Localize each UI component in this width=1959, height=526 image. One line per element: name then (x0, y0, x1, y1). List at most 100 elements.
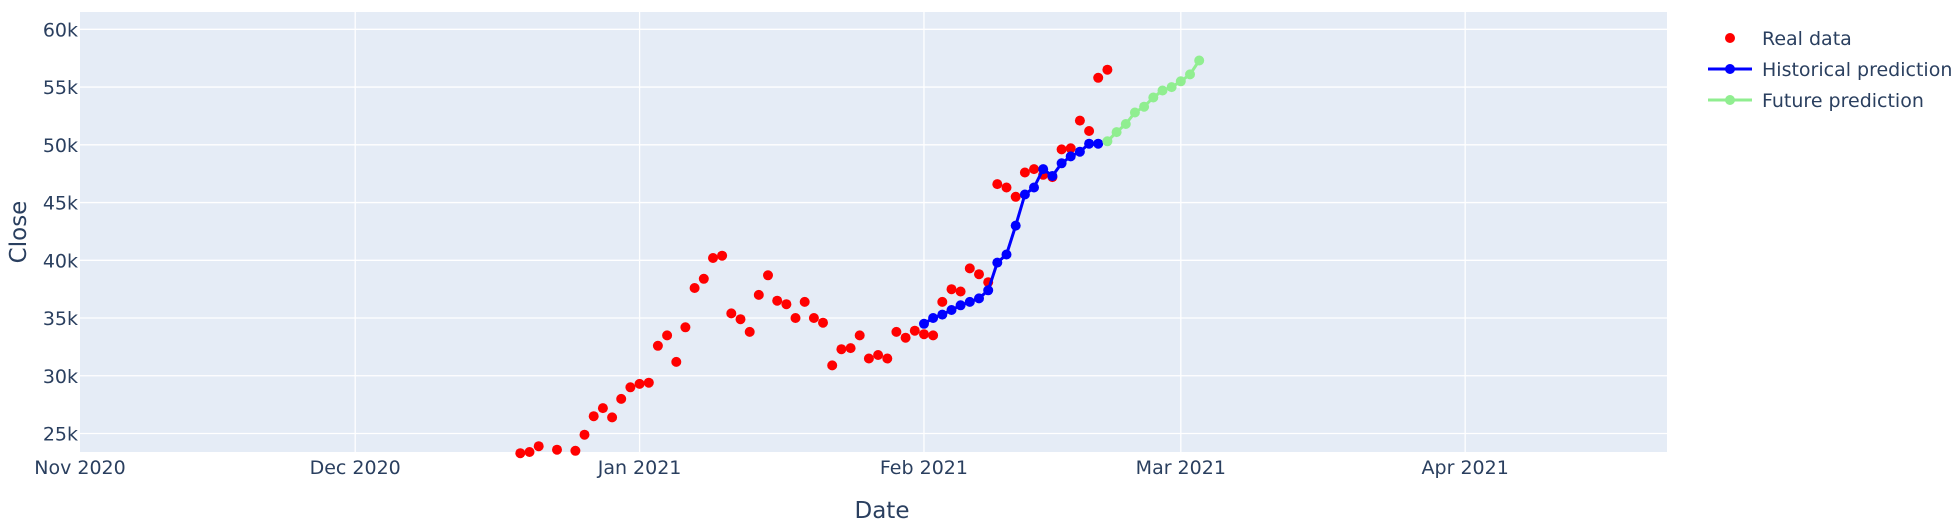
x-tick-label: Apr 2021 (1422, 457, 1509, 479)
data-point[interactable] (992, 179, 1003, 190)
data-point[interactable] (1029, 164, 1039, 175)
data-point[interactable] (1175, 76, 1186, 87)
data-point[interactable] (1056, 158, 1067, 169)
data-point[interactable] (763, 270, 773, 281)
data-point[interactable] (671, 356, 682, 367)
data-point[interactable] (643, 377, 654, 388)
data-point[interactable] (1120, 119, 1131, 129)
data-point[interactable] (652, 340, 663, 351)
legend-item[interactable]: Real data (1725, 28, 1852, 50)
data-point[interactable] (909, 325, 920, 336)
data-point[interactable] (1194, 55, 1205, 66)
data-point[interactable] (1010, 220, 1021, 231)
data-point[interactable] (689, 283, 700, 293)
data-point[interactable] (919, 318, 929, 329)
data-point[interactable] (1019, 167, 1030, 178)
data-point[interactable] (808, 313, 819, 323)
data-point[interactable] (717, 250, 728, 261)
data-point[interactable] (1029, 182, 1039, 193)
data-point[interactable] (1093, 72, 1104, 83)
data-point[interactable] (836, 344, 847, 355)
data-point[interactable] (1065, 151, 1076, 162)
data-point[interactable] (625, 382, 636, 393)
data-point[interactable] (1084, 126, 1095, 136)
data-point[interactable] (818, 317, 828, 328)
data-point[interactable] (1102, 64, 1113, 75)
data-point[interactable] (974, 293, 984, 304)
data-point[interactable] (1010, 191, 1021, 202)
y-tick-label: 55k (43, 77, 78, 99)
data-point[interactable] (1065, 143, 1076, 154)
data-point[interactable] (964, 263, 975, 274)
data-point[interactable] (1166, 82, 1177, 93)
legend-item[interactable]: Future prediction (1708, 90, 1924, 112)
data-point[interactable] (799, 296, 810, 307)
data-point[interactable] (552, 444, 562, 455)
data-point[interactable] (946, 305, 957, 315)
legend-item[interactable]: Historical prediction (1708, 59, 1952, 81)
data-point[interactable] (937, 309, 948, 320)
data-point[interactable] (753, 289, 764, 300)
data-point[interactable] (1157, 85, 1168, 96)
data-point[interactable] (781, 299, 792, 310)
data-point[interactable] (634, 378, 645, 389)
data-point[interactable] (680, 322, 691, 333)
x-tick-label: Feb 2021 (880, 457, 968, 479)
data-point[interactable] (845, 343, 856, 354)
data-point[interactable] (882, 353, 893, 364)
data-point[interactable] (1001, 182, 1012, 193)
data-point[interactable] (937, 296, 948, 307)
data-point[interactable] (955, 300, 966, 311)
data-point[interactable] (1074, 146, 1085, 157)
data-point[interactable] (588, 411, 599, 422)
data-point[interactable] (744, 326, 755, 337)
data-point[interactable] (1093, 138, 1104, 149)
data-point[interactable] (1019, 189, 1030, 200)
data-point[interactable] (928, 313, 939, 323)
data-point[interactable] (1047, 171, 1058, 181)
data-point[interactable] (964, 296, 975, 307)
data-point[interactable] (1129, 107, 1140, 118)
data-point[interactable] (1148, 92, 1159, 103)
data-point[interactable] (533, 441, 544, 452)
data-point[interactable] (1139, 101, 1150, 112)
data-point[interactable] (570, 445, 581, 456)
data-point[interactable] (597, 403, 608, 414)
data-point[interactable] (735, 314, 746, 325)
data-point[interactable] (974, 269, 984, 280)
data-point[interactable] (698, 273, 709, 284)
data-point[interactable] (708, 253, 718, 263)
data-point[interactable] (1056, 144, 1067, 155)
data-point[interactable] (992, 257, 1003, 268)
data-point[interactable] (772, 295, 783, 306)
data-point[interactable] (1074, 115, 1085, 126)
data-point[interactable] (946, 284, 957, 295)
data-point[interactable] (726, 308, 737, 319)
data-point[interactable] (790, 313, 801, 323)
data-point[interactable] (827, 360, 838, 371)
legend-label: Future prediction (1762, 90, 1924, 112)
data-point[interactable] (1185, 69, 1195, 80)
y-axis-ticks: 25k 30k 35k 40k 45k 50k 55k 60k (43, 19, 78, 445)
data-point[interactable] (900, 332, 911, 343)
data-point[interactable] (928, 330, 939, 341)
data-point[interactable] (607, 412, 618, 423)
data-point[interactable] (1038, 164, 1049, 175)
data-point[interactable] (524, 447, 535, 457)
data-point[interactable] (873, 350, 884, 360)
data-point[interactable] (662, 330, 673, 341)
data-point[interactable] (1084, 138, 1095, 149)
data-point[interactable] (616, 393, 627, 404)
data-point[interactable] (854, 330, 865, 341)
data-point[interactable] (515, 448, 526, 459)
data-point[interactable] (579, 429, 590, 440)
data-point[interactable] (955, 286, 966, 297)
data-point[interactable] (863, 353, 874, 364)
data-point[interactable] (1111, 127, 1122, 138)
data-point[interactable] (891, 326, 902, 337)
data-point[interactable] (1001, 249, 1012, 260)
data-point[interactable] (1102, 136, 1113, 147)
data-point[interactable] (919, 329, 929, 340)
legend[interactable]: Real data Historical prediction Future pre… (1708, 28, 1952, 112)
data-point[interactable] (983, 285, 994, 296)
